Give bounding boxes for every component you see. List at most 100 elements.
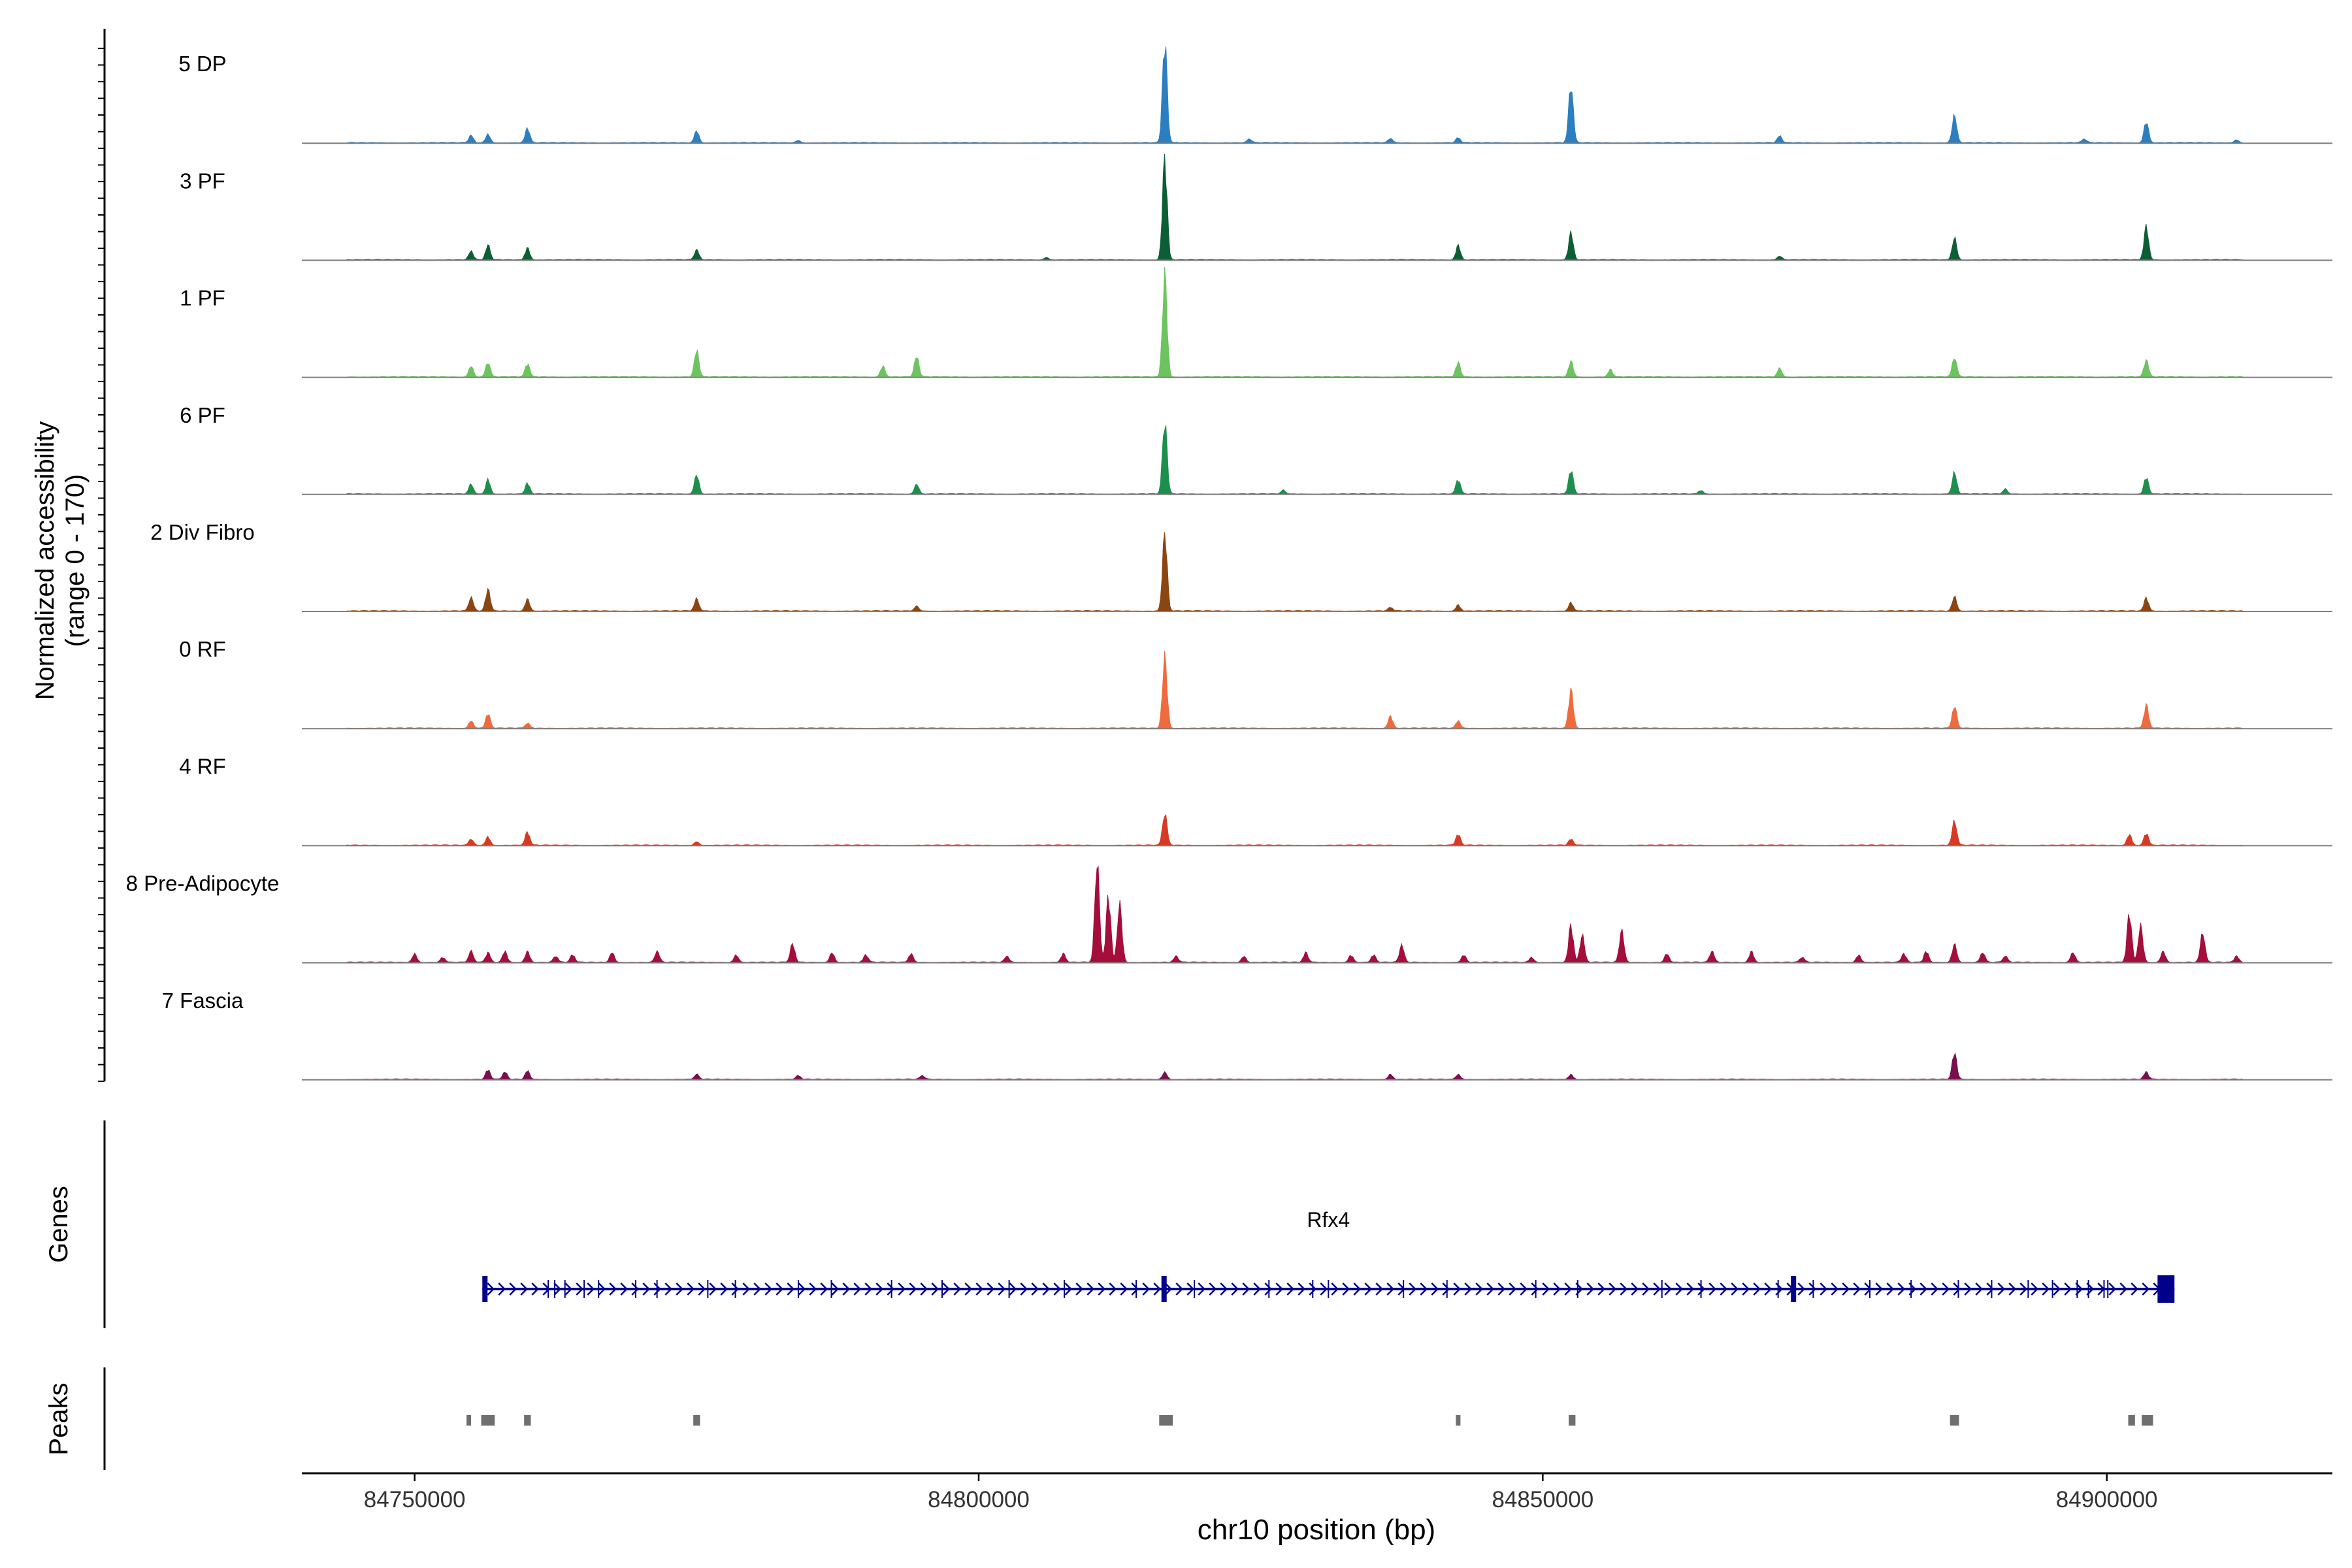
strand-chevron: [1708, 1282, 1717, 1296]
strand-chevron: [1631, 1282, 1639, 1296]
strand-chevron: [1542, 1282, 1550, 1296]
strand-chevron: [1531, 1282, 1539, 1296]
strand-chevron: [2064, 1282, 2072, 1296]
strand-chevron: [731, 1282, 740, 1296]
strand-chevron: [1364, 1282, 1373, 1296]
coverage-area: [346, 267, 2243, 378]
strand-chevron: [742, 1282, 751, 1296]
gene-rfx4: Rfx4: [482, 1208, 2175, 1303]
strand-chevron: [1875, 1282, 1884, 1296]
strand-chevron: [1420, 1282, 1428, 1296]
strand-chevron: [1986, 1282, 1995, 1296]
strand-chevron: [1564, 1282, 1573, 1296]
coverage-area: [346, 651, 2243, 729]
strand-chevron: [898, 1282, 906, 1296]
strand-chevron: [1731, 1282, 1739, 1296]
strand-chevron: [1886, 1282, 1895, 1296]
peaks-panel-label: Peaks: [44, 1382, 73, 1455]
track-label: 4 RF: [179, 754, 226, 778]
exon: [2157, 1275, 2175, 1303]
exon: [482, 1276, 488, 1302]
genes-panel: Rfx4: [103, 1120, 2175, 1328]
track-label: 7 Fascia: [162, 988, 244, 1013]
strand-chevron: [1397, 1282, 1406, 1296]
strand-chevron: [975, 1282, 984, 1296]
track-label: 1 PF: [180, 286, 225, 310]
strand-chevron: [931, 1282, 939, 1296]
strand-chevron: [598, 1282, 606, 1296]
track-0-rf: 0 RF: [179, 637, 2332, 730]
strand-chevron: [1764, 1282, 1772, 1296]
peak-region: [2142, 1415, 2153, 1426]
strand-chevron: [1642, 1282, 1650, 1296]
strand-chevron: [1209, 1282, 1217, 1296]
track-6-pf: 6 PF: [180, 403, 2332, 495]
track-4-rf: 4 RF: [179, 754, 2332, 847]
strand-chevron: [653, 1282, 662, 1296]
strand-chevron: [542, 1282, 551, 1296]
strand-chevron: [1486, 1282, 1495, 1296]
gene-label: Rfx4: [1307, 1208, 1350, 1232]
strand-chevron: [1075, 1282, 1084, 1296]
strand-chevron: [687, 1282, 695, 1296]
strand-chevron: [842, 1282, 851, 1296]
strand-chevron: [987, 1282, 995, 1296]
strand-chevron: [1597, 1282, 1606, 1296]
strand-chevron: [1609, 1282, 1617, 1296]
accessibility-y-axis: [98, 29, 106, 1082]
y-axis-label-line1: Normalized accessibility: [31, 421, 59, 700]
track-2-div-fibro: 2 Div Fibro: [150, 520, 2332, 612]
strand-chevron: [1053, 1282, 1062, 1296]
strand-chevron: [1098, 1282, 1106, 1296]
strand-chevron: [1431, 1282, 1439, 1296]
strand-chevron: [1298, 1282, 1306, 1296]
strand-chevron: [1109, 1282, 1117, 1296]
strand-chevron: [1720, 1282, 1728, 1296]
strand-chevron: [820, 1282, 828, 1296]
strand-chevron: [1186, 1282, 1195, 1296]
strand-chevron: [2019, 1282, 2028, 1296]
strand-chevron: [809, 1282, 817, 1296]
track-label: 5 DP: [178, 52, 226, 76]
coverage-area: [346, 154, 2243, 261]
strand-chevron: [1931, 1282, 1939, 1296]
strand-chevron: [1264, 1282, 1273, 1296]
strand-chevron: [1220, 1282, 1228, 1296]
strand-chevron: [1953, 1282, 1961, 1296]
track-label: 0 RF: [179, 637, 226, 661]
exon: [1791, 1276, 1797, 1302]
strand-chevron: [1808, 1282, 1817, 1296]
strand-chevron: [1131, 1282, 1139, 1296]
strand-chevron: [942, 1282, 951, 1296]
strand-chevron: [587, 1282, 595, 1296]
strand-chevron: [642, 1282, 651, 1296]
strand-chevron: [1386, 1282, 1395, 1296]
strand-chevron: [853, 1282, 862, 1296]
strand-chevron: [1031, 1282, 1039, 1296]
strand-chevron: [520, 1282, 529, 1296]
strand-chevron: [487, 1282, 495, 1296]
strand-chevron: [1653, 1282, 1661, 1296]
track-label: 6 PF: [180, 403, 225, 427]
track-label: 2 Div Fibro: [150, 520, 255, 544]
strand-chevron: [2042, 1282, 2050, 1296]
strand-chevron: [787, 1282, 795, 1296]
strand-chevron: [1831, 1282, 1839, 1296]
strand-chevron: [1120, 1282, 1128, 1296]
strand-chevron: [2119, 1282, 2128, 1296]
strand-chevron: [1586, 1282, 1595, 1296]
strand-chevron: [1897, 1282, 1906, 1296]
strand-chevron: [498, 1282, 506, 1296]
strand-chevron: [920, 1282, 928, 1296]
strand-chevron: [1242, 1282, 1250, 1296]
strand-chevron: [875, 1282, 884, 1296]
strand-chevron: [631, 1282, 640, 1296]
x-axis-label: chr10 position (bp): [1198, 1514, 1435, 1546]
peaks-panel: [103, 1367, 2153, 1470]
strand-chevron: [1286, 1282, 1295, 1296]
strand-chevron: [1864, 1282, 1872, 1296]
track-1-pf: 1 PF: [180, 267, 2332, 378]
strand-chevron: [953, 1282, 962, 1296]
track-label: 8 Pre-Adipocyte: [126, 872, 280, 896]
